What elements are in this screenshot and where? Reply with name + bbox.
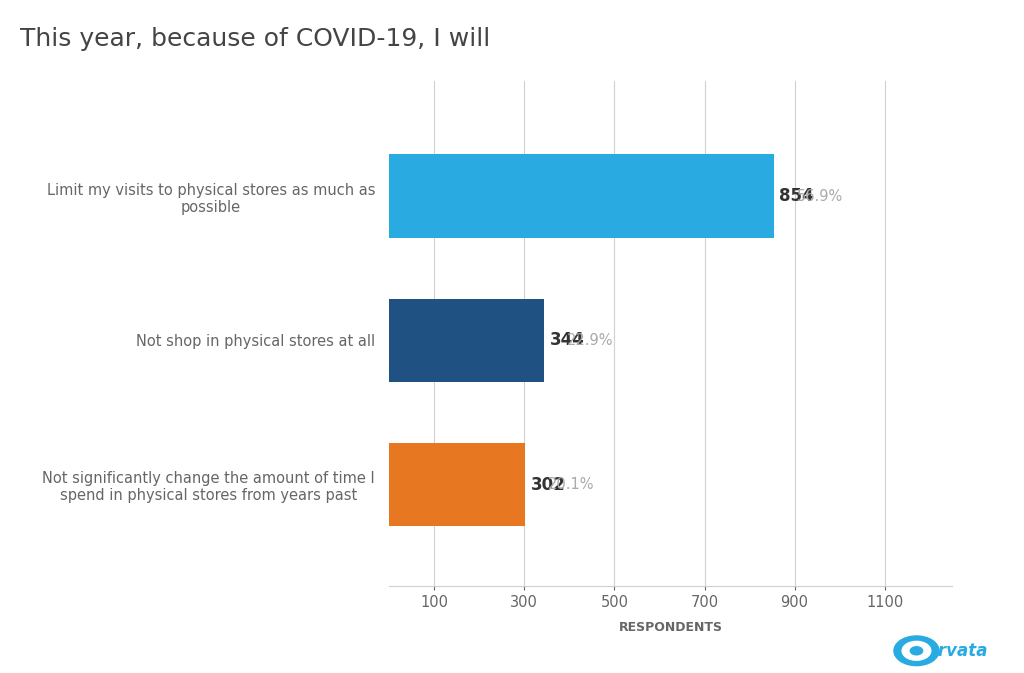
- Text: 344: 344: [550, 331, 585, 349]
- Bar: [389, 154, 774, 238]
- Text: 20.1%: 20.1%: [548, 477, 594, 492]
- Bar: [389, 299, 544, 382]
- Text: 56.9%: 56.9%: [797, 188, 843, 204]
- X-axis label: RESPONDENTS: RESPONDENTS: [618, 621, 723, 634]
- Bar: [389, 443, 525, 526]
- Text: This year, because of COVID-19, I will: This year, because of COVID-19, I will: [20, 27, 490, 51]
- Text: 854: 854: [779, 187, 814, 205]
- Text: 302: 302: [530, 476, 565, 493]
- Text: 22.9%: 22.9%: [566, 333, 613, 348]
- Text: Survata: Survata: [914, 641, 988, 660]
